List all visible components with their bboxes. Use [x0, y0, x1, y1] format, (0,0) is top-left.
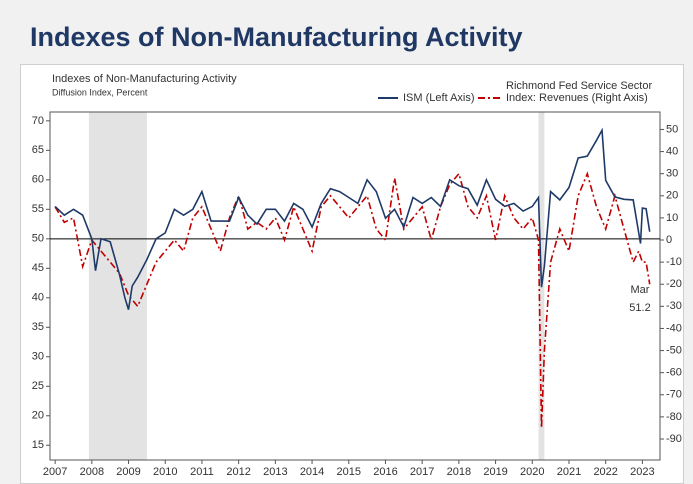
x-tick-label: 2021: [557, 466, 581, 478]
x-tick-label: 2019: [483, 466, 507, 478]
y2-tick-label: 0: [666, 234, 672, 246]
y2-tick-label: -60: [666, 367, 682, 379]
y-tick-label: 45: [32, 262, 44, 274]
legend-label: Richmond Fed Service Sector Index: Reven…: [506, 80, 653, 104]
y-tick-label: 30: [32, 351, 44, 363]
y-tick-label: 40: [32, 292, 44, 304]
x-tick-label: 2013: [263, 466, 287, 478]
y2-tick-label: 10: [666, 212, 678, 224]
x-tick-label: 2020: [520, 466, 544, 478]
x-tick-label: 2008: [80, 466, 104, 478]
x-tick-label: 2007: [43, 466, 67, 478]
x-tick-label: 2015: [337, 466, 361, 478]
y-tick-label: 20: [32, 410, 44, 422]
y2-tick-label: -20: [666, 278, 682, 290]
y2-tick-label: 20: [666, 190, 678, 202]
y2-tick-label: -90: [666, 433, 682, 445]
y-tick-label: 65: [32, 144, 44, 156]
y2-tick-label: 40: [666, 145, 678, 157]
series-line: [54, 127, 651, 310]
x-tick-label: 2011: [190, 466, 214, 478]
y2-tick-label: 30: [666, 168, 678, 180]
chart-subtitle: Diffusion Index, Percent: [52, 87, 148, 97]
series-line: [54, 171, 651, 428]
y2-tick-label: -80: [666, 411, 682, 423]
chart-title: Indexes of Non-Manufacturing Activity: [52, 73, 237, 85]
y2-tick-label: -40: [666, 322, 682, 334]
y2-tick-label: -70: [666, 389, 682, 401]
shaded-period: [88, 112, 147, 460]
x-tick-label: 2016: [373, 466, 397, 478]
x-tick-label: 2012: [226, 466, 250, 478]
annotation: 51.2: [629, 302, 650, 314]
x-tick-label: 2014: [300, 466, 324, 478]
legend-label: ISM (Left Axis): [403, 92, 475, 104]
plot-frame: [49, 111, 661, 461]
y2-tick-label: -10: [666, 256, 682, 268]
x-tick-label: 2009: [116, 466, 140, 478]
page-title: Indexes of Non-Manufacturing Activity: [30, 22, 523, 52]
annotation: Mar: [631, 284, 650, 296]
x-tick-label: 2023: [630, 466, 654, 478]
y-tick-label: 15: [32, 439, 44, 451]
y2-tick-label: 50: [666, 123, 678, 135]
y-tick-label: 50: [32, 233, 44, 245]
y2-tick-label: -50: [666, 344, 682, 356]
x-tick-label: 2017: [410, 466, 434, 478]
y-tick-label: 70: [32, 115, 44, 127]
y-tick-label: 25: [32, 380, 44, 392]
x-tick-label: 2010: [153, 466, 177, 478]
x-tick-label: 2022: [593, 466, 617, 478]
y-tick-label: 55: [32, 203, 44, 215]
x-tick-label: 2018: [447, 466, 471, 478]
y2-tick-label: -30: [666, 300, 682, 312]
y-tick-label: 35: [32, 321, 44, 333]
y-tick-label: 60: [32, 174, 44, 186]
